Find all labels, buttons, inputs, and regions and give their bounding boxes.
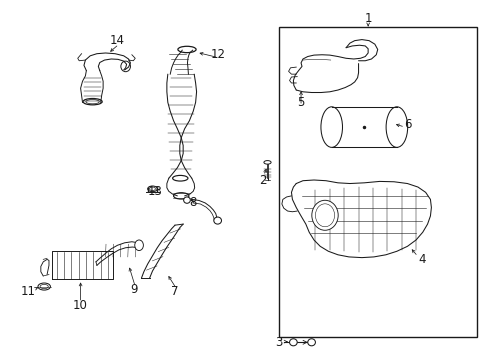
Text: 2: 2 xyxy=(259,174,266,186)
Text: 11: 11 xyxy=(20,285,35,298)
Text: 9: 9 xyxy=(130,283,138,296)
Ellipse shape xyxy=(147,186,157,192)
Ellipse shape xyxy=(311,200,338,230)
Text: 13: 13 xyxy=(147,185,162,198)
Ellipse shape xyxy=(320,107,342,147)
Ellipse shape xyxy=(38,283,50,290)
Text: 6: 6 xyxy=(403,118,410,131)
Ellipse shape xyxy=(135,240,143,251)
Ellipse shape xyxy=(307,339,315,346)
Text: 5: 5 xyxy=(297,96,304,109)
Ellipse shape xyxy=(386,107,407,147)
Ellipse shape xyxy=(213,217,221,224)
Text: 12: 12 xyxy=(210,48,225,61)
Text: 1: 1 xyxy=(364,12,371,25)
Ellipse shape xyxy=(183,197,190,203)
Text: 10: 10 xyxy=(73,299,87,312)
Ellipse shape xyxy=(289,339,297,346)
Polygon shape xyxy=(331,107,396,147)
Ellipse shape xyxy=(264,161,270,164)
Text: 4: 4 xyxy=(417,253,425,266)
Text: 8: 8 xyxy=(189,197,197,210)
Text: 14: 14 xyxy=(110,34,125,47)
Text: 7: 7 xyxy=(171,285,179,298)
Text: 3: 3 xyxy=(275,337,282,350)
Bar xyxy=(279,27,476,337)
